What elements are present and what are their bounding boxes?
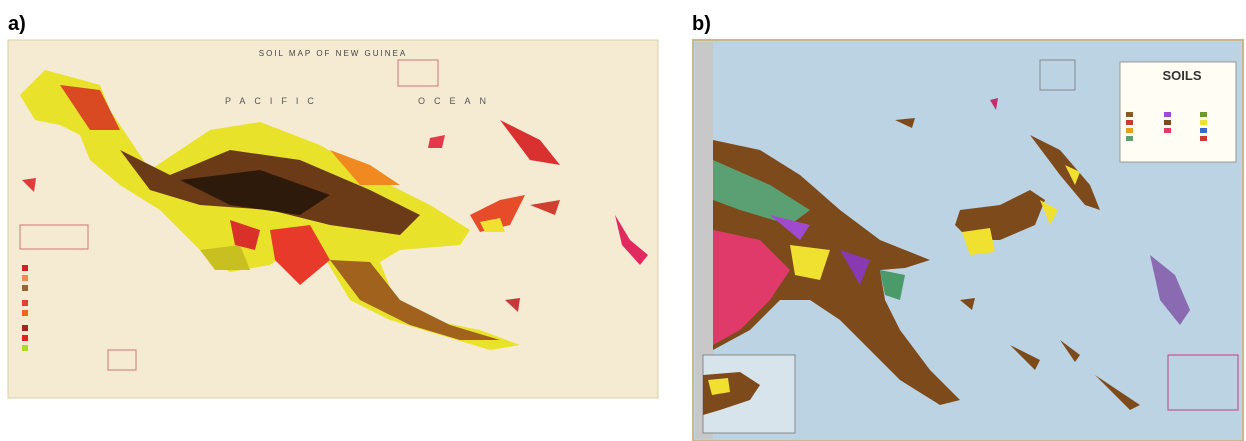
map-a: SOIL MAP OF NEW GUINEA PACIFIC OCEAN — [8, 40, 658, 398]
map-title: SOIL MAP OF NEW GUINEA — [259, 49, 407, 58]
ocean-label: OCEAN — [418, 96, 495, 106]
legend-title: SOILS — [1162, 68, 1201, 83]
figure: a) SOIL MAP OF NEW GUINEA PACIFIC OCEAN — [0, 0, 1246, 441]
map-b: SOILS — [693, 40, 1243, 441]
panel-label: a) — [8, 13, 26, 35]
panel-label: b) — [692, 13, 711, 35]
ocean-label: PACIFIC — [225, 96, 323, 106]
